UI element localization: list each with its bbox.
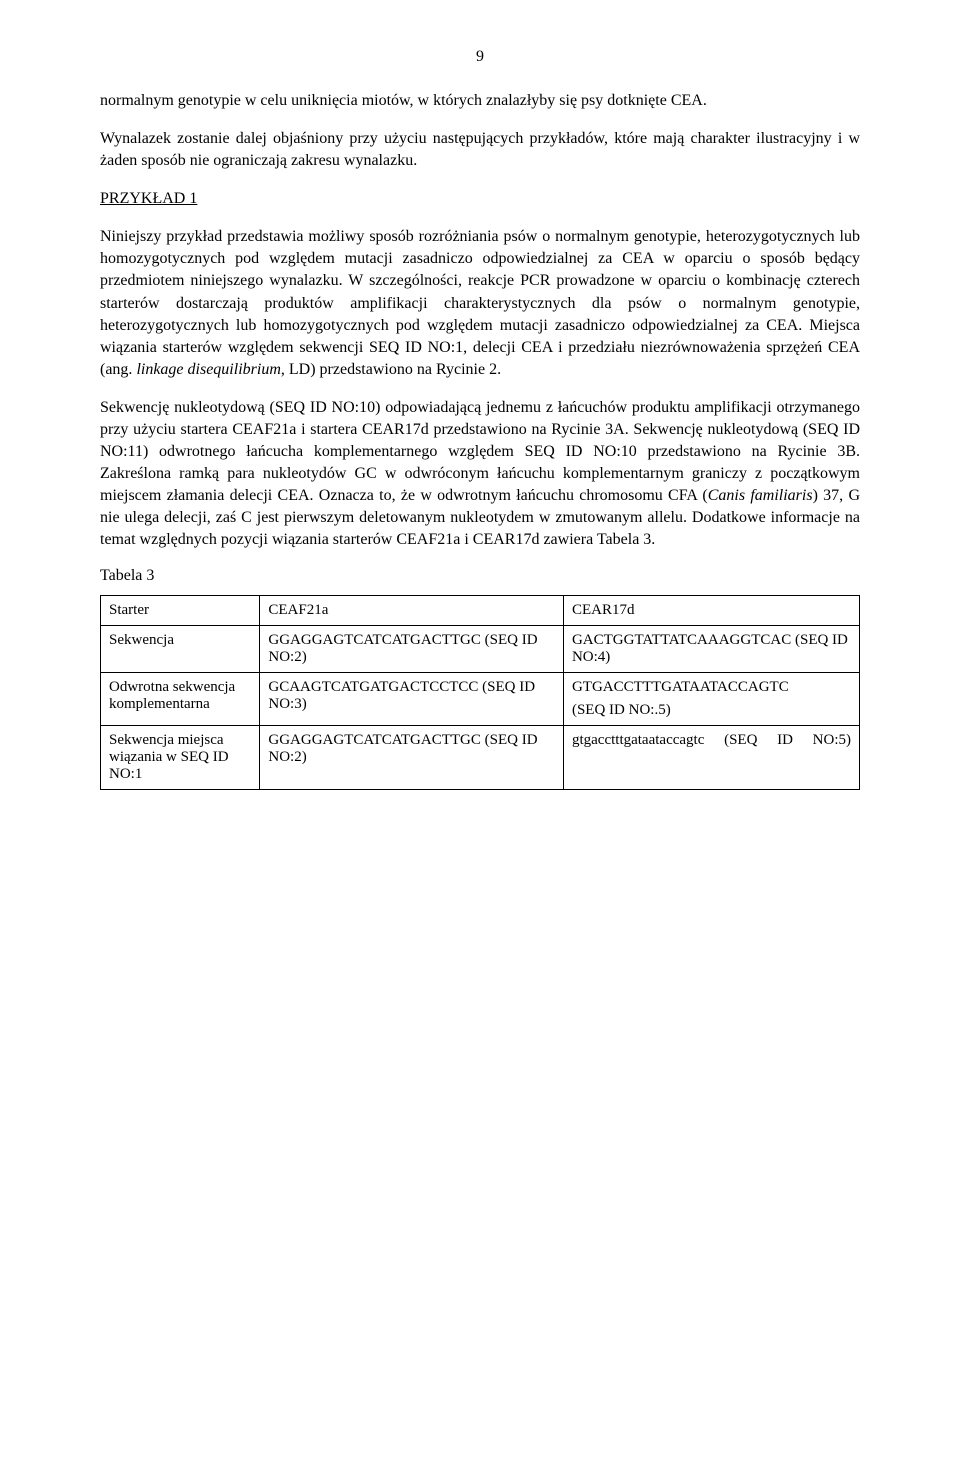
heading-przyklad-text: PRZYKŁAD 1 <box>100 190 197 207</box>
cell-ceaf21a: CEAF21a <box>260 596 564 626</box>
page: 9 normalnym genotypie w celu uniknięcia … <box>0 0 960 1464</box>
paragraph-3b: , LD) przedstawiono na Rycinie 2. <box>281 361 501 378</box>
table-row: Sekwencja miejsca wiązania w SEQ ID NO:1… <box>101 726 860 790</box>
cell-odwrotna-f: GCAAGTCATGATGACTCCTCC (SEQ ID NO:3) <box>260 673 564 726</box>
paragraph-3-italic: linkage disequilibrium <box>136 361 280 378</box>
cell-miejsce-r: gtgacctttgataataccagtc (SEQ ID NO:5) <box>563 726 859 790</box>
paragraph-4-italic: Canis familiaris <box>708 487 813 504</box>
cell-odwrotna-label: Odwrotna sekwencja komplementarna <box>101 673 260 726</box>
table-caption: Tabela 3 <box>100 567 860 585</box>
table-3: Starter CEAF21a CEAR17d Sekwencja GGAGGA… <box>100 595 860 790</box>
cell-odwrotna-r: GTGACCTTTGATAATACCAGTC (SEQ ID NO:.5) <box>563 673 859 726</box>
paragraph-3a: Niniejszy przykład przedstawia możliwy s… <box>100 228 860 377</box>
cell-odwrotna-r-seq: GTGACCTTTGATAATACCAGTC <box>572 679 851 696</box>
cell-odwrotna-r-id: (SEQ ID NO:.5) <box>572 702 851 719</box>
cell-cear17d: CEAR17d <box>563 596 859 626</box>
cell-starter-label: Starter <box>101 596 260 626</box>
paragraph-1: normalnym genotypie w celu uniknięcia mi… <box>100 90 860 112</box>
page-number: 9 <box>100 48 860 66</box>
cell-miejsce-f: GGAGGAGTCATCATGACTTGC (SEQ ID NO:2) <box>260 726 564 790</box>
table-row: Sekwencja GGAGGAGTCATCATGACTTGC (SEQ ID … <box>101 626 860 673</box>
cell-sekwencja-label: Sekwencja <box>101 626 260 673</box>
paragraph-3: Niniejszy przykład przedstawia możliwy s… <box>100 226 860 381</box>
paragraph-2: Wynalazek zostanie dalej objaśniony przy… <box>100 128 860 172</box>
cell-miejsce-label: Sekwencja miejsca wiązania w SEQ ID NO:1 <box>101 726 260 790</box>
table-row: Starter CEAF21a CEAR17d <box>101 596 860 626</box>
paragraph-4: Sekwencję nukleotydową (SEQ ID NO:10) od… <box>100 397 860 552</box>
cell-sekwencja-f: GGAGGAGTCATCATGACTTGC (SEQ ID NO:2) <box>260 626 564 673</box>
table-row: Odwrotna sekwencja komplementarna GCAAGT… <box>101 673 860 726</box>
heading-przyklad: PRZYKŁAD 1 <box>100 188 860 210</box>
cell-sekwencja-r: GACTGGTATTATCAAAGGTCAC (SEQ ID NO:4) <box>563 626 859 673</box>
